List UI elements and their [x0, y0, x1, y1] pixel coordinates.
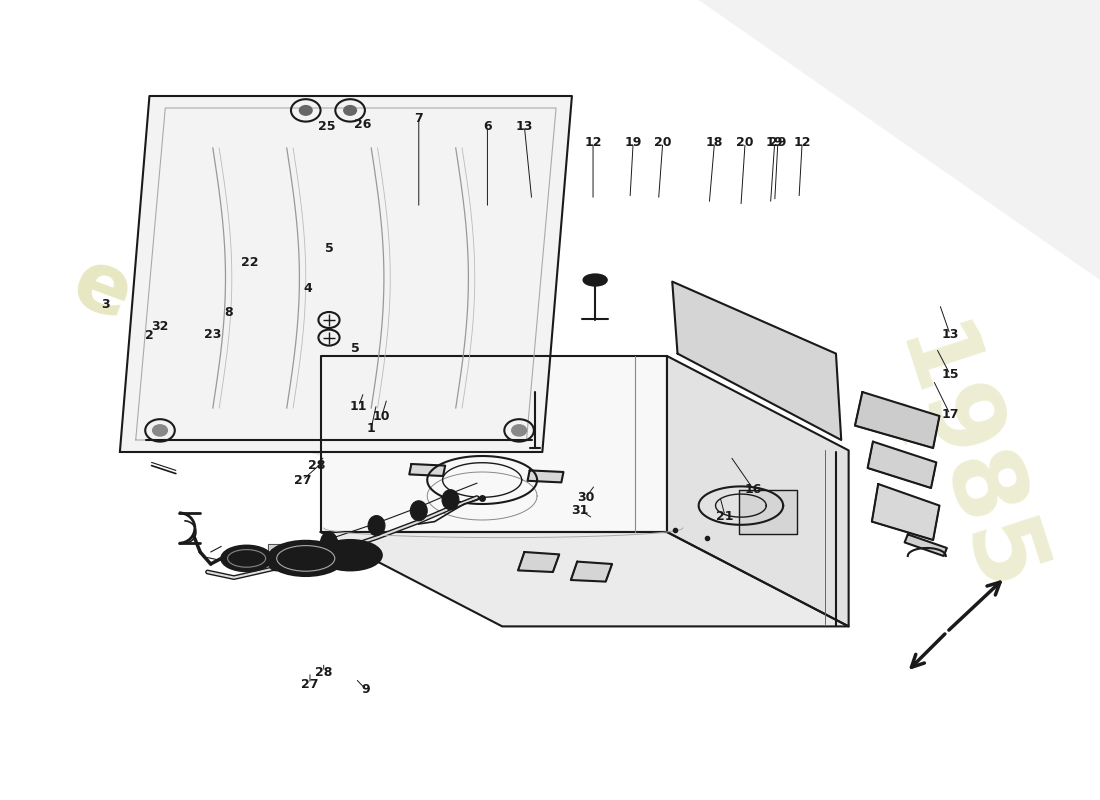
Text: 23: 23	[205, 328, 221, 341]
Text: 28: 28	[308, 459, 324, 472]
Text: 17: 17	[942, 408, 959, 421]
Text: 7: 7	[415, 112, 424, 125]
Polygon shape	[320, 356, 667, 532]
Polygon shape	[672, 282, 842, 440]
Text: eurocarparts: eurocarparts	[62, 242, 660, 526]
Polygon shape	[698, 0, 1100, 280]
Text: 1985: 1985	[873, 317, 1052, 611]
Ellipse shape	[368, 515, 385, 536]
Text: 31: 31	[572, 504, 590, 517]
Text: a pandion company est 1985: a pandion company est 1985	[308, 438, 582, 554]
Text: 27: 27	[301, 678, 319, 690]
Polygon shape	[409, 464, 446, 476]
Text: 27: 27	[294, 474, 311, 486]
Text: 1: 1	[367, 422, 375, 434]
Ellipse shape	[583, 274, 607, 286]
Text: est: est	[883, 398, 925, 450]
Text: 13: 13	[516, 120, 534, 133]
Polygon shape	[571, 562, 612, 582]
Ellipse shape	[320, 532, 338, 552]
Text: 19: 19	[625, 136, 642, 149]
Text: 6: 6	[483, 120, 492, 133]
Polygon shape	[120, 96, 572, 452]
Text: 16: 16	[745, 483, 762, 496]
Text: 20: 20	[736, 136, 754, 149]
Circle shape	[153, 425, 167, 436]
Circle shape	[299, 106, 312, 115]
Circle shape	[344, 106, 356, 115]
Text: 4: 4	[304, 282, 312, 294]
Polygon shape	[855, 392, 939, 448]
Ellipse shape	[267, 550, 285, 571]
Text: 13: 13	[942, 328, 959, 341]
Text: 28: 28	[315, 666, 332, 678]
Polygon shape	[267, 544, 344, 558]
Ellipse shape	[267, 541, 344, 576]
Text: 15: 15	[942, 368, 959, 381]
Polygon shape	[518, 552, 559, 572]
Text: 12: 12	[793, 136, 811, 149]
Text: 2: 2	[145, 330, 154, 342]
Text: 19: 19	[766, 136, 783, 149]
Text: 10: 10	[373, 410, 390, 422]
Text: 12: 12	[584, 136, 602, 149]
Ellipse shape	[410, 501, 427, 521]
Polygon shape	[528, 470, 563, 482]
Polygon shape	[320, 532, 848, 626]
Circle shape	[512, 425, 527, 436]
Text: 26: 26	[354, 118, 372, 130]
Text: 30: 30	[578, 491, 594, 504]
Text: 21: 21	[716, 510, 734, 522]
Text: 9: 9	[362, 683, 371, 696]
Ellipse shape	[221, 546, 272, 571]
Text: 5: 5	[324, 242, 333, 254]
Text: 8: 8	[224, 306, 233, 318]
Text: 29: 29	[769, 136, 786, 149]
Text: 32: 32	[152, 320, 168, 333]
Polygon shape	[868, 442, 936, 488]
Text: 5: 5	[351, 342, 360, 354]
Text: 11: 11	[350, 400, 367, 413]
Polygon shape	[904, 534, 947, 556]
Text: 20: 20	[654, 136, 671, 149]
Polygon shape	[872, 484, 939, 540]
Ellipse shape	[318, 540, 382, 570]
Ellipse shape	[442, 490, 459, 510]
Polygon shape	[739, 490, 796, 534]
Text: 25: 25	[318, 120, 336, 133]
Text: 3: 3	[101, 298, 109, 310]
Polygon shape	[667, 356, 848, 626]
Text: 22: 22	[241, 256, 258, 269]
Text: 18: 18	[706, 136, 723, 149]
